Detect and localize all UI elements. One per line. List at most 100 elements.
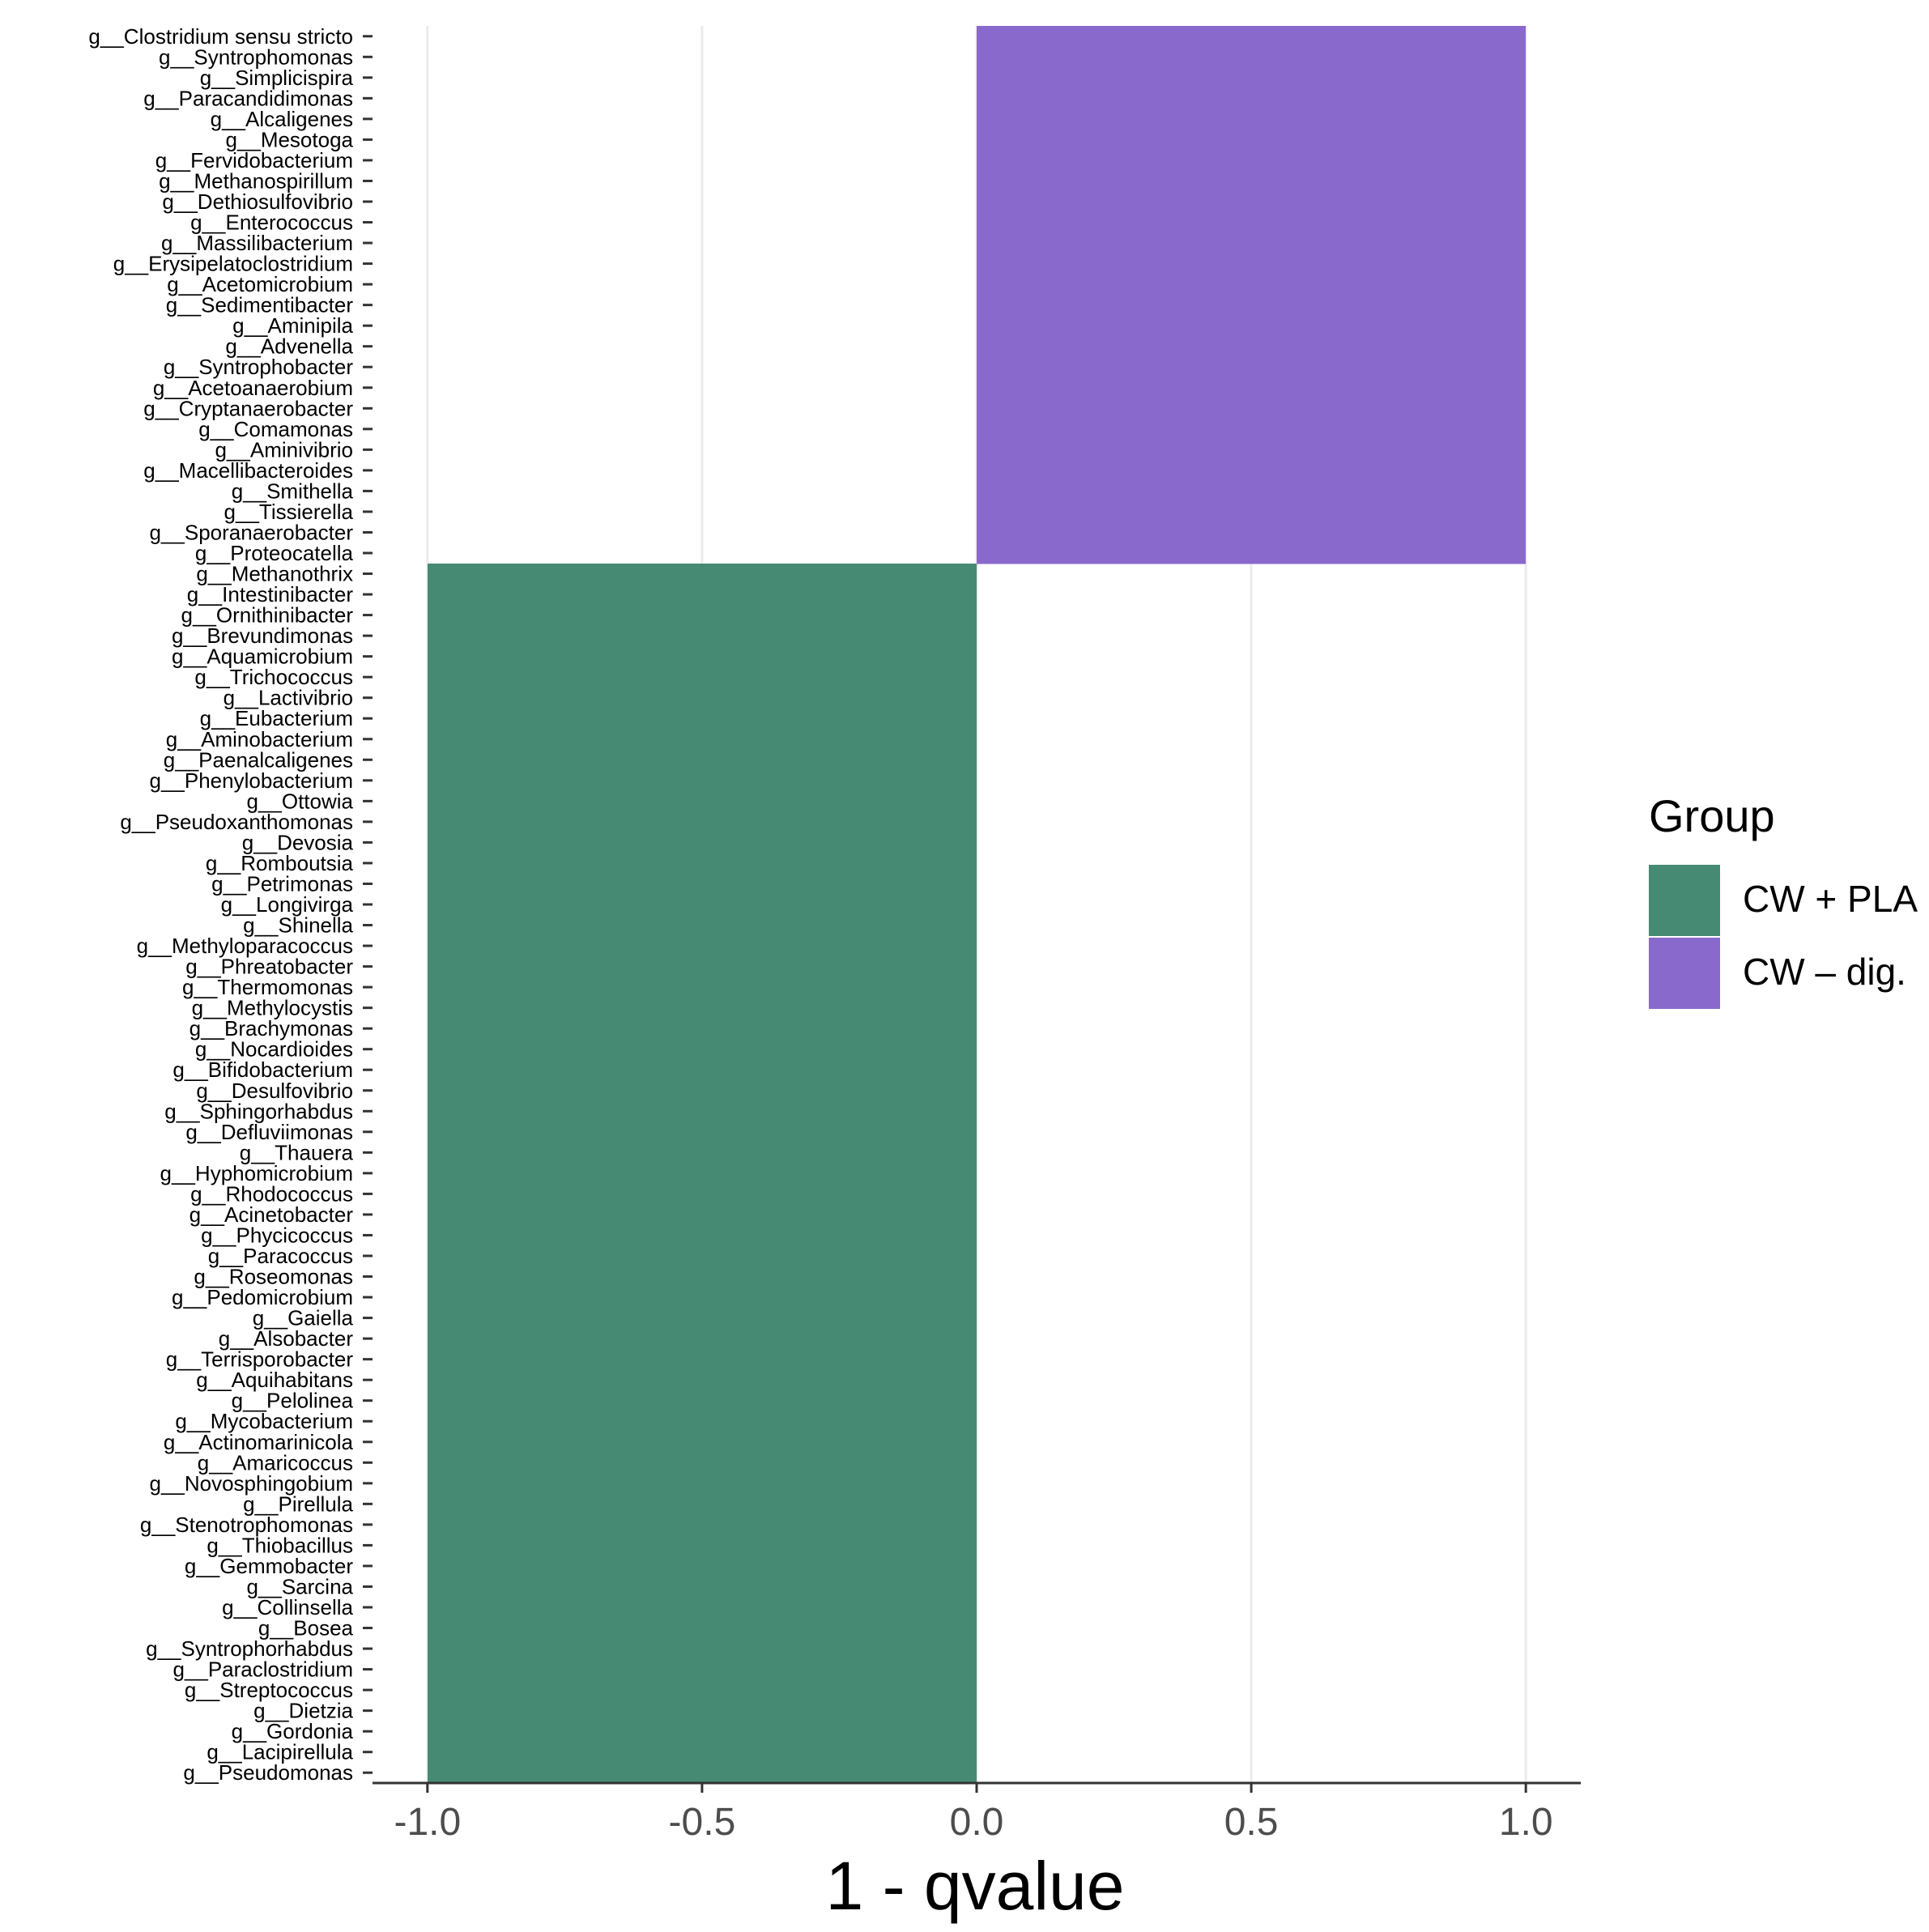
y-tick-label: g__Syntrophobacter bbox=[164, 355, 354, 379]
bar-g__Dietzia bbox=[427, 1700, 977, 1722]
bar-g__Ottowia bbox=[427, 790, 977, 812]
bar-g__Rhodococcus bbox=[427, 1183, 977, 1205]
bar-g__Lactivibrio bbox=[427, 687, 977, 709]
bar-g__Fervidobacterium bbox=[977, 150, 1527, 172]
y-tick-label: g__Pedomicrobium bbox=[172, 1285, 353, 1309]
bar-g__Terrisporobacter bbox=[427, 1348, 977, 1371]
y-tick-label: g__Longivirga bbox=[221, 892, 354, 917]
y-tick-label: g__Phycicoccus bbox=[201, 1223, 353, 1247]
bar-g__Sarcina bbox=[427, 1576, 977, 1598]
bar-g__Pedomicrobium bbox=[427, 1287, 977, 1309]
bar-g__Bifidobacterium bbox=[427, 1059, 977, 1081]
bar-g__Defluviimonas bbox=[427, 1121, 977, 1143]
y-tick-label: g__Terrisporobacter bbox=[166, 1347, 354, 1372]
bar-g__Sporanaerobacter bbox=[977, 521, 1527, 543]
y-tick-label: g__Paracoccus bbox=[208, 1244, 353, 1268]
bar-g__Intestinibacter bbox=[427, 584, 977, 606]
bar-g__Novosphingobium bbox=[427, 1473, 977, 1495]
y-tick-label: g__Comamonas bbox=[198, 417, 353, 441]
y-tick-label: g__Aquamicrobium bbox=[172, 645, 353, 669]
bar-g__Comamonas bbox=[977, 419, 1527, 440]
y-tick-label: g__Tissierella bbox=[224, 500, 354, 524]
y-tick-label: g__Sedimentibacter bbox=[166, 293, 354, 317]
y-tick-label: g__Thiobacillus bbox=[207, 1533, 353, 1557]
y-tick-label: g__Gaiella bbox=[253, 1306, 354, 1330]
bar-g__Actinomarinicola bbox=[427, 1432, 977, 1453]
bar-g__Desulfovibrio bbox=[427, 1080, 977, 1102]
y-tick-label: g__Proteocatella bbox=[195, 541, 354, 565]
y-tick-label: g__Pelolinea bbox=[232, 1389, 354, 1413]
y-tick-label: g__Dietzia bbox=[253, 1699, 353, 1723]
y-tick-label: g__Alcaligenes bbox=[211, 107, 353, 131]
y-tick-label: g__Acetomicrobium bbox=[167, 272, 353, 296]
bar-g__Pelolinea bbox=[427, 1389, 977, 1412]
bar-g__Paenalcaligenes bbox=[427, 749, 977, 771]
bar-g__Pseudomonas bbox=[427, 1762, 977, 1784]
y-tick-label: g__Eubacterium bbox=[200, 706, 353, 730]
y-tick-label: g__Sphingorhabdus bbox=[164, 1099, 353, 1123]
y-tick-label: g__Pirellula bbox=[243, 1492, 353, 1516]
y-tick-label: g__Pseudomonas bbox=[183, 1760, 353, 1785]
bar-g__Cryptanaerobacter bbox=[977, 398, 1527, 419]
bar-g__Methylocystis bbox=[427, 997, 977, 1019]
bar-g__Alcaligenes bbox=[977, 109, 1527, 130]
y-tick-label: g__Sporanaerobacter bbox=[149, 520, 353, 544]
y-tick-label: g__Nocardioides bbox=[195, 1037, 353, 1062]
bar-g__Alsobacter bbox=[427, 1328, 977, 1350]
x-tick-label: 0.5 bbox=[1224, 1801, 1279, 1844]
bar-g__Sphingorhabdus bbox=[427, 1100, 977, 1122]
x-tick-label: -0.5 bbox=[669, 1801, 736, 1844]
y-tick-label: g__Rhodococcus bbox=[190, 1181, 353, 1206]
legend-label-2: CW – dig. bbox=[1743, 951, 1906, 993]
y-tick-label: g__Aminivibrio bbox=[215, 437, 353, 462]
y-tick-label: g__Ornithinibacter bbox=[181, 603, 354, 628]
x-tick-label: 1.0 bbox=[1499, 1801, 1553, 1844]
bar-g__Amaricoccus bbox=[427, 1452, 977, 1474]
y-tick-label: g__Trichococcus bbox=[194, 665, 353, 689]
y-tick-label: g__Alsobacter bbox=[219, 1326, 354, 1351]
x-axis: -1.0 -0.5 0.0 0.5 1.0 bbox=[373, 1781, 1581, 1844]
y-tick-label: g__Novosphingobium bbox=[149, 1471, 353, 1496]
y-tick-label: g__Phreatobacter bbox=[185, 955, 353, 979]
bar-g__Mycobacterium bbox=[427, 1411, 977, 1432]
bar-g__Methanothrix bbox=[427, 563, 977, 585]
bar-g__Massilibacterium bbox=[977, 232, 1527, 254]
bar-g__Tissierella bbox=[977, 501, 1527, 523]
y-tick-label: g__Paraclostridium bbox=[172, 1658, 353, 1682]
y-tick-label: g__Acinetobacter bbox=[189, 1202, 354, 1227]
y-tick-label: g__Methanospirillum bbox=[159, 168, 353, 193]
bar-g__Proteocatella bbox=[977, 543, 1527, 564]
y-tick-label: g__Brachymonas bbox=[189, 1016, 353, 1040]
x-tick-label: -1.0 bbox=[394, 1801, 461, 1844]
bar-g__Eubacterium bbox=[427, 708, 977, 730]
bar-g__Acetomicrobium bbox=[977, 274, 1527, 296]
bar-g__Thauera bbox=[427, 1142, 977, 1164]
y-tick-label: g__Thermomonas bbox=[182, 975, 353, 999]
bar-g__Phenylobacterium bbox=[427, 770, 977, 792]
bar-g__Brachymonas bbox=[427, 1018, 977, 1040]
bar-g__Thiobacillus bbox=[427, 1534, 977, 1556]
y-tick-label: g__Syntrophorhabdus bbox=[146, 1636, 353, 1661]
bar-g__Aminobacterium bbox=[427, 729, 977, 751]
bar-g__Bosea bbox=[427, 1617, 977, 1639]
y-tick-label: g__Dethiosulfovibrio bbox=[162, 189, 353, 214]
bar-g__Streptococcus bbox=[427, 1679, 977, 1701]
legend: Group CW + PLA CW – dig. bbox=[1649, 790, 1918, 1009]
y-tick-label: g__Stenotrophomonas bbox=[140, 1513, 353, 1537]
bar-g__Pirellula bbox=[427, 1493, 977, 1515]
legend-swatch-1 bbox=[1649, 865, 1720, 936]
bar-g__Acinetobacter bbox=[427, 1204, 977, 1226]
bar-g__Aminivibrio bbox=[977, 439, 1527, 461]
bar-g__Syntrophomonas bbox=[977, 46, 1527, 68]
y-tick-label: g__Macellibacteroides bbox=[143, 458, 353, 483]
bar-g__Phreatobacter bbox=[427, 955, 977, 977]
bar-g__Lacipirellula bbox=[427, 1741, 977, 1764]
y-tick-label: g__Simplicispira bbox=[200, 66, 354, 90]
y-tick-label: g__Methanothrix bbox=[196, 562, 353, 586]
y-tick-label: g__Paracandidimonas bbox=[143, 86, 353, 110]
bar-g__Methanospirillum bbox=[977, 170, 1527, 192]
bar-g__Paraclostridium bbox=[427, 1658, 977, 1680]
y-tick-label: g__Amaricoccus bbox=[198, 1450, 353, 1475]
bar-g__Aquihabitans bbox=[427, 1369, 977, 1391]
